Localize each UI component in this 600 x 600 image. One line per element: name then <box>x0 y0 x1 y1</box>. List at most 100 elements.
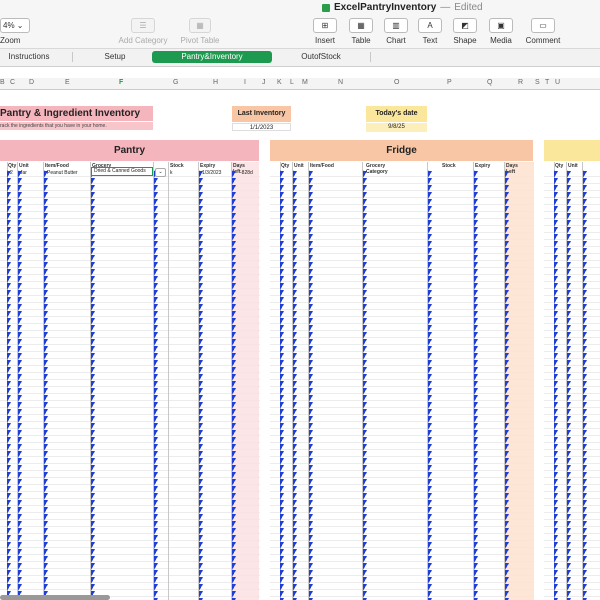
column-label: Grocery Category <box>366 163 388 175</box>
column-header-selected[interactable]: F <box>119 79 124 86</box>
dropdown-marker-column[interactable] <box>505 170 510 600</box>
dropdown-marker-column[interactable] <box>7 170 12 600</box>
column-header[interactable]: I <box>244 79 246 86</box>
media-icon: ▣ <box>489 18 513 33</box>
zoom-label: Zoom <box>0 36 21 45</box>
grocery-category-cell-selected[interactable]: Dried & Canned Goods <box>91 167 153 176</box>
item-cell[interactable]: Peanut Butter <box>47 170 78 176</box>
page-subtitle[interactable]: rack the ingredients that you have in yo… <box>0 122 153 130</box>
column-header[interactable]: O <box>394 79 400 86</box>
dropdown-marker-column[interactable] <box>583 170 588 600</box>
pivot-table-button[interactable]: ▦ Pivot Table <box>177 18 223 45</box>
last-inventory-value[interactable]: 1/1/2023 <box>232 123 291 131</box>
column-header[interactable]: K <box>277 79 282 86</box>
column-header[interactable]: E <box>65 79 70 86</box>
pantry-section-header[interactable]: Pantry <box>0 140 259 161</box>
column-label: Unit <box>568 163 578 169</box>
column-header[interactable]: N <box>338 79 344 86</box>
dropdown-marker-column[interactable] <box>199 170 204 600</box>
third-section-table: Qty Unit <box>544 162 600 600</box>
column-label: Item/Food <box>45 163 69 169</box>
unit-cell[interactable]: Jar <box>20 170 27 176</box>
column-header[interactable]: G <box>173 79 179 86</box>
column-header[interactable]: M <box>302 79 308 86</box>
toolbar: 4% ⌄ Zoom ☰ Add Category ▦ Pivot Table ⊞… <box>0 16 600 49</box>
dropdown-marker-column[interactable] <box>293 170 298 600</box>
zoom-control[interactable]: 4% ⌄ Zoom <box>0 18 30 45</box>
dropdown-marker-column[interactable] <box>309 170 314 600</box>
chart-button[interactable]: ▥ Chart <box>382 18 410 45</box>
dropdown-marker-column[interactable] <box>91 170 96 600</box>
qty-cell[interactable]: 2 <box>10 170 13 176</box>
shape-icon: ◩ <box>453 18 477 33</box>
column-header[interactable]: U <box>555 79 561 86</box>
add-category-button[interactable]: ☰ Add Category <box>115 18 171 45</box>
tab-out-of-stock[interactable]: OutofStock <box>301 52 341 61</box>
dropdown-marker-column[interactable] <box>474 170 479 600</box>
comment-icon: ▭ <box>531 18 555 33</box>
edited-status: Edited <box>454 2 483 13</box>
chevron-down-icon: ⌄ <box>158 169 163 175</box>
column-header[interactable]: S <box>535 79 540 86</box>
expiry-cell[interactable]: 1/3/2023 <box>202 170 222 176</box>
column-label: Stock <box>170 163 184 169</box>
dropdown-marker-column[interactable] <box>18 170 23 600</box>
column-header[interactable]: J <box>262 79 266 86</box>
column-header[interactable]: L <box>290 79 294 86</box>
days-left-cell[interactable]: -828d <box>240 170 253 176</box>
column-label: Days Left <box>506 163 518 175</box>
window-title: ExcelPantryInventory — Edited <box>322 2 483 13</box>
fridge-section-header[interactable]: Fridge <box>270 140 533 161</box>
column-header[interactable]: T <box>545 79 550 86</box>
column-label: Qty <box>281 163 290 169</box>
column-header[interactable]: Q <box>487 79 493 86</box>
insert-button[interactable]: ⊞ Insert <box>311 18 339 45</box>
dropdown-button[interactable]: ⌄ <box>155 168 166 177</box>
zoom-select[interactable]: 4% ⌄ <box>0 18 30 33</box>
column-header[interactable]: H <box>213 79 219 86</box>
column-header[interactable]: P <box>447 79 452 86</box>
today-date-label[interactable]: Today's date <box>366 106 427 122</box>
comment-button[interactable]: ▭ Comment <box>522 18 564 45</box>
pantry-table: Qty Unit Item/Food Grocery Category Stoc… <box>0 162 260 600</box>
insert-icon: ⊞ <box>313 18 337 33</box>
dropdown-marker-column[interactable] <box>363 170 368 600</box>
tab-instructions[interactable]: Instructions <box>8 52 50 61</box>
horizontal-scrollbar[interactable] <box>0 595 110 600</box>
stock-cell[interactable]: k <box>170 170 173 176</box>
column-label: Stock <box>442 163 456 169</box>
dropdown-marker-column[interactable] <box>280 170 285 600</box>
column-label: Unit <box>294 163 304 169</box>
column-header[interactable]: D <box>29 79 35 86</box>
pivot-table-icon: ▦ <box>189 18 211 33</box>
text-button[interactable]: A Text <box>416 18 444 45</box>
table-row[interactable]: 2 Jar Peanut Butter k 1/3/2023 -828d <box>0 170 260 177</box>
table-button[interactable]: ▦ Table <box>347 18 375 45</box>
page-title[interactable]: Pantry & Ingredient Inventory <box>0 106 153 121</box>
chevron-down-icon: ⌄ <box>16 21 24 30</box>
column-header[interactable]: R <box>518 79 524 86</box>
column-label: Item/Food <box>310 163 334 169</box>
title-bar: ExcelPantryInventory — Edited <box>0 0 600 16</box>
dropdown-marker-column[interactable] <box>44 170 49 600</box>
tab-setup[interactable]: Setup <box>104 52 126 61</box>
column-header[interactable]: C <box>10 79 16 86</box>
shape-button[interactable]: ◩ Shape <box>450 18 480 45</box>
last-inventory-label[interactable]: Last Inventory <box>232 106 291 122</box>
table-icon: ▦ <box>349 18 373 33</box>
tab-pantry-inventory[interactable]: Pantry&Inventory <box>152 51 272 63</box>
sheet-tabs: Instructions Setup Pantry&Inventory Outo… <box>0 49 600 67</box>
media-button[interactable]: ▣ Media <box>486 18 516 45</box>
column-header[interactable]: B <box>0 79 5 86</box>
third-section-header[interactable] <box>544 140 600 161</box>
dropdown-marker-column[interactable] <box>554 170 559 600</box>
add-category-icon: ☰ <box>131 18 155 33</box>
column-headers: B C D E F G H I J K L M N O P Q R S T U <box>0 78 600 90</box>
dropdown-marker-column[interactable] <box>154 170 159 600</box>
text-icon: A <box>418 18 442 33</box>
dropdown-marker-column[interactable] <box>567 170 572 600</box>
today-date-value[interactable]: 9/8/25 <box>366 123 427 132</box>
dropdown-marker-column[interactable] <box>232 170 237 600</box>
dropdown-marker-column[interactable] <box>428 170 433 600</box>
column-label: Qty <box>8 163 17 169</box>
